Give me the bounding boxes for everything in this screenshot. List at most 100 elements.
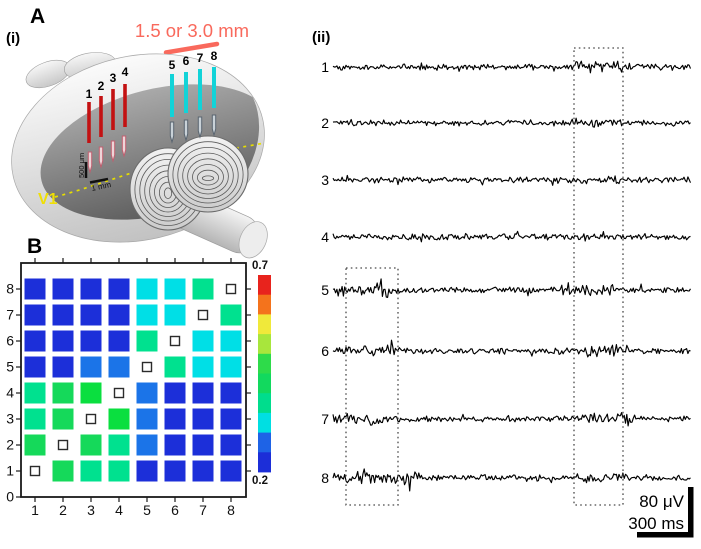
brain-scalebars: 500 μm 1 mm	[77, 153, 112, 193]
voltage-scale-bar	[688, 487, 694, 538]
matrix-cell	[164, 278, 186, 300]
matrix-ticks: 1 2 3 4 5 6 7 8 0 1 2 3 4 5 6 7 8	[6, 258, 251, 518]
v1-label: V1	[38, 191, 58, 208]
matrix-cell	[52, 304, 74, 326]
cerebellum-folia-line	[177, 146, 239, 204]
trace-label: 7	[321, 411, 329, 427]
colorbar-segment	[258, 314, 271, 335]
lfp-trace	[332, 278, 691, 298]
electrode-number: 2	[98, 79, 105, 93]
subsurface-pin-cyan	[183, 119, 189, 142]
matrix-cell	[24, 330, 46, 352]
colorbar-segment	[258, 452, 271, 473]
matrix-cell	[108, 460, 130, 482]
time-scale-label: 300 ms	[628, 514, 684, 533]
lfp-trace	[332, 60, 692, 74]
electrode-number: 5	[169, 58, 176, 72]
matrix-cell	[108, 356, 130, 378]
x-tick-label: 6	[171, 502, 179, 518]
y-tick-label: 3	[6, 411, 14, 427]
matrix-cell	[108, 330, 130, 352]
y-tick-label: 4	[6, 385, 14, 401]
matrix-cell	[136, 434, 158, 456]
diagonal-marker	[197, 309, 209, 321]
lfp-trace	[332, 117, 691, 128]
scalebar-1mm-label: 1 mm	[91, 180, 113, 193]
subsurface-pin-cyan	[169, 121, 175, 144]
y-tick-label: 6	[6, 333, 14, 349]
colorbar	[258, 275, 271, 473]
cerebellum-folia-line	[172, 141, 244, 208]
diagonal-marker	[225, 283, 237, 295]
matrix-cell	[80, 382, 102, 404]
matrix-cell	[220, 434, 242, 456]
matrix-cell	[108, 304, 130, 326]
cerebellum-lobe	[167, 135, 249, 213]
matrix-cell	[220, 356, 242, 378]
matrix-cell	[192, 356, 214, 378]
matrix-cell	[52, 460, 74, 482]
matrix-cell	[80, 330, 102, 352]
trace-label: 1	[321, 59, 329, 75]
matrix-cell	[192, 408, 214, 430]
matrix-cell	[24, 304, 46, 326]
scalebar-500um-label: 500 μm	[77, 153, 86, 178]
matrix-cell	[136, 278, 158, 300]
diagonal-marker	[141, 361, 153, 373]
matrix-cell	[52, 382, 74, 404]
matrix-cell	[136, 382, 158, 404]
electrode-number: 6	[183, 54, 190, 68]
colorbar-segment	[258, 373, 271, 394]
matrix-cell	[164, 356, 186, 378]
time-scale-bar	[637, 532, 694, 538]
trace-label: 8	[321, 470, 329, 486]
subsurface-pin-cyan	[211, 114, 217, 137]
lfp-trace	[332, 230, 691, 243]
cerebellum-folia-line	[163, 187, 173, 199]
matrix-cell	[220, 304, 242, 326]
matrix-cell	[24, 356, 46, 378]
matrix-cell	[80, 278, 102, 300]
electrode-distance-label: 1.5 or 3.0 mm	[135, 20, 249, 41]
matrix-cell	[24, 408, 46, 430]
matrix-cell	[192, 460, 214, 482]
voltage-scale-label: 80 μV	[639, 492, 684, 511]
colorbar-segment	[258, 275, 271, 296]
matrix-cell	[192, 278, 214, 300]
matrix-cell	[192, 330, 214, 352]
x-tick-label: 2	[59, 502, 67, 518]
traces-group: 1 2 3 4 5 6 7 8	[321, 59, 692, 492]
trace-scalebar: 80 μV 300 ms	[628, 487, 694, 538]
x-tick-label: 7	[199, 502, 207, 518]
highlight-box	[345, 267, 399, 506]
matrix-cell	[164, 408, 186, 430]
trace-label: 6	[321, 343, 329, 359]
panel-a-label: A	[30, 5, 45, 28]
trace-label: 2	[321, 115, 329, 131]
y-tick-label: 5	[6, 359, 14, 375]
electrode-array: 123 4 5 6 7 8	[86, 49, 218, 174]
lfp-trace	[332, 468, 691, 492]
matrix-cell	[220, 408, 242, 430]
matrix-cell	[220, 382, 242, 404]
subsurface-pin-cyan	[197, 116, 203, 139]
matrix-cell	[24, 434, 46, 456]
matrix-cell	[136, 304, 158, 326]
subsurface-pin-red	[110, 140, 116, 163]
panel-b-label: B	[27, 235, 42, 258]
matrix-cell	[108, 278, 130, 300]
subsurface-pin-red	[87, 151, 93, 174]
subsurface-pin-red	[121, 135, 127, 158]
panel-i-label: (i)	[6, 30, 20, 47]
trace-label: 4	[321, 229, 329, 245]
colorbar-segment	[258, 334, 271, 355]
matrix-cell	[52, 408, 74, 430]
distance-bracket-line	[163, 41, 220, 55]
matrix-cells	[24, 278, 242, 482]
lfp-trace	[332, 174, 692, 186]
y-tick-label: 8	[6, 281, 14, 297]
matrix-cell	[80, 460, 102, 482]
matrix-cell	[80, 304, 102, 326]
matrix-cell	[52, 330, 74, 352]
